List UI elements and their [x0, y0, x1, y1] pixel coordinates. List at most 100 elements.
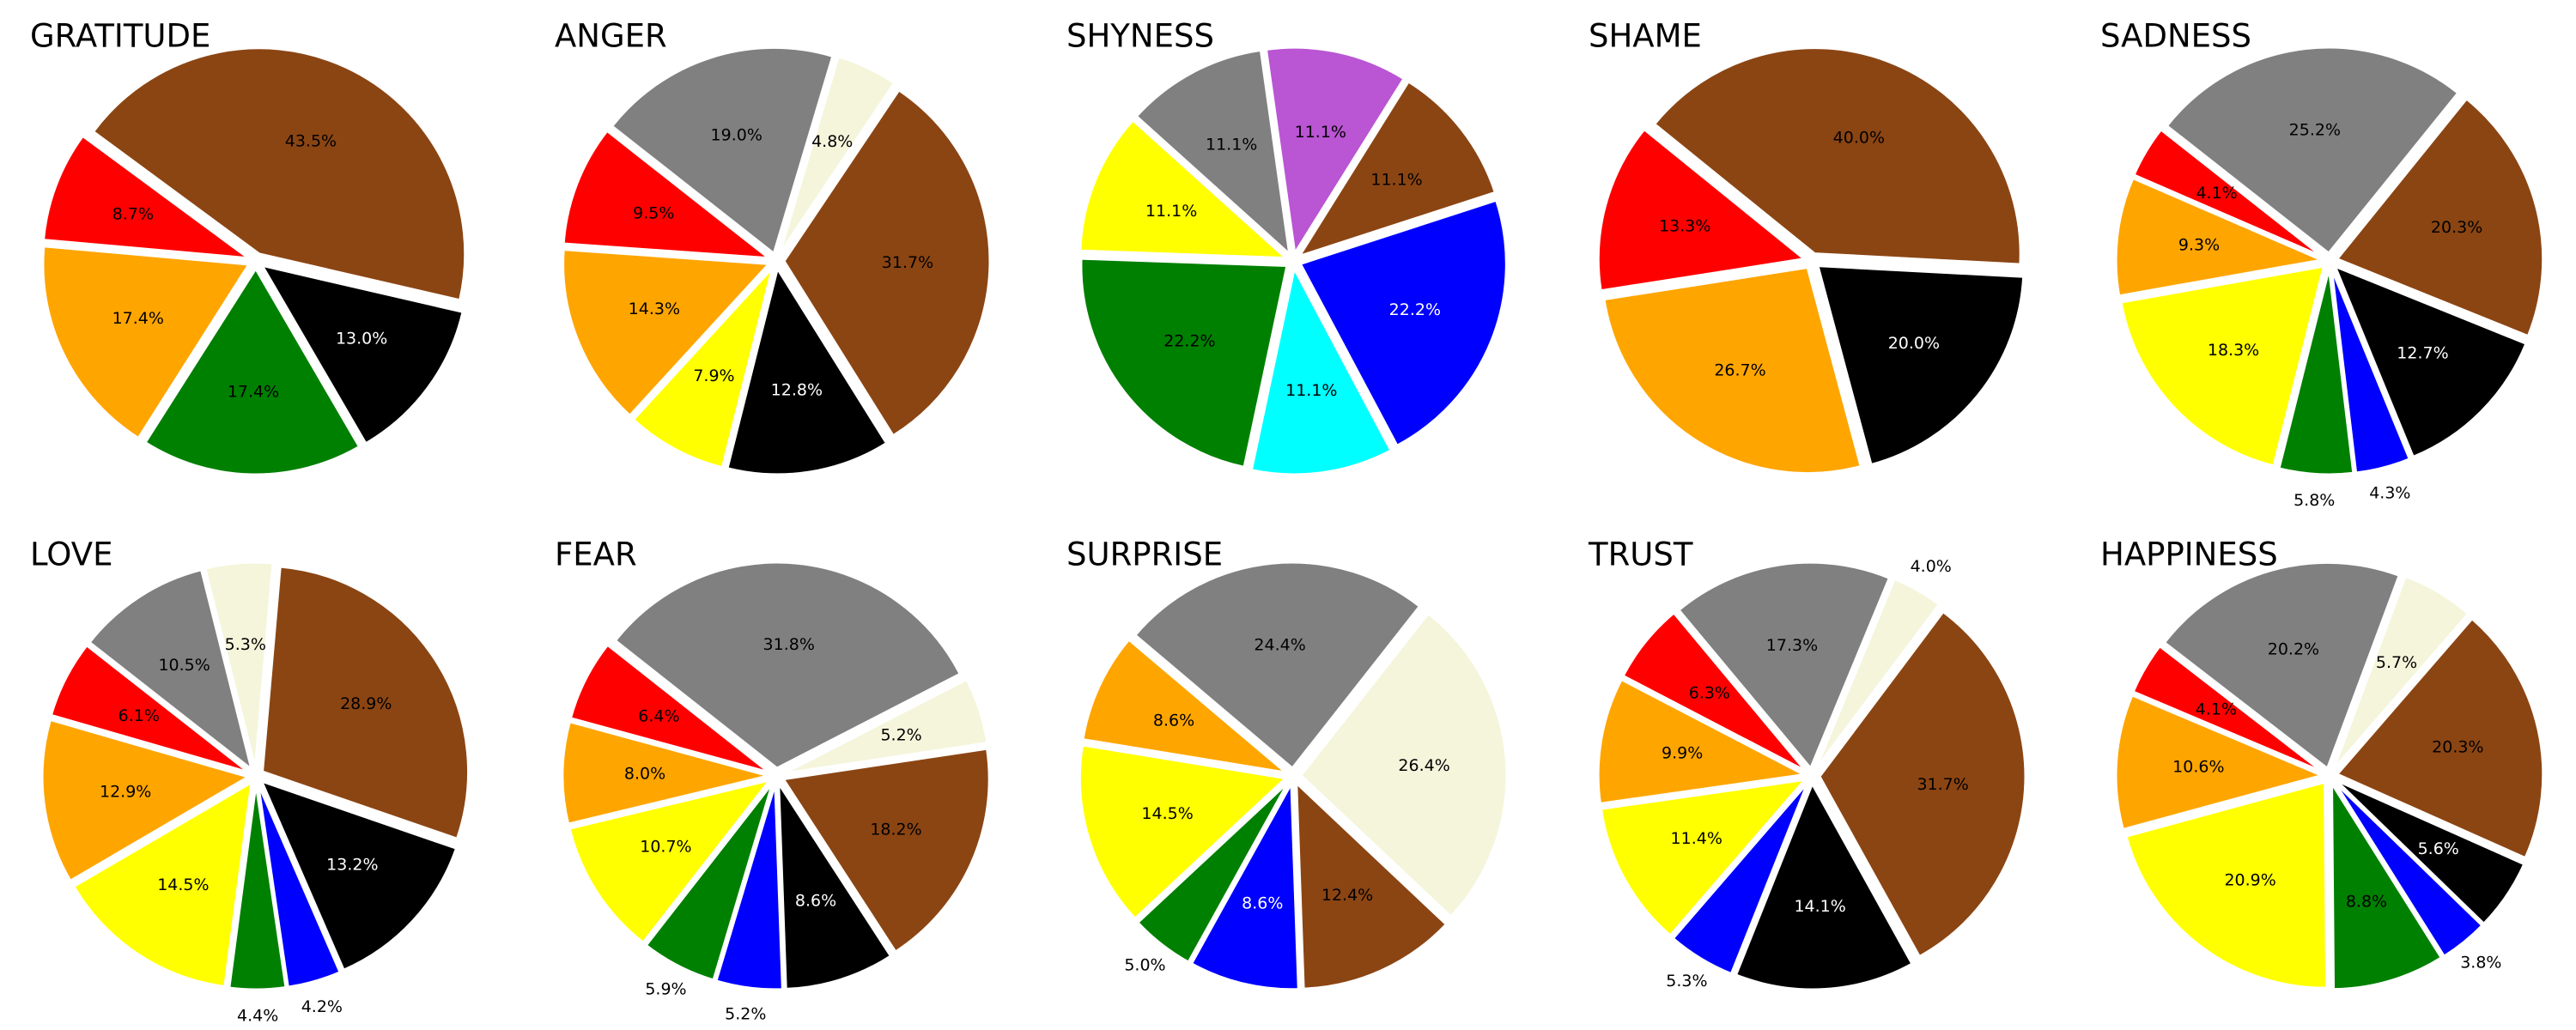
pie-slice: [1135, 780, 1290, 965]
pie-slice: [1264, 45, 1406, 258]
slice-label: 9.9%: [1662, 744, 1703, 763]
chart-title: SHAME: [1589, 18, 1702, 55]
pie-slice: [260, 565, 471, 841]
slice-label: 4.4%: [237, 1007, 278, 1026]
pie-slice: [2332, 574, 2470, 771]
slice-label: 18.2%: [870, 820, 921, 839]
slice-label: 28.9%: [340, 694, 392, 713]
slice-label: 20.9%: [2224, 870, 2275, 889]
pie-slice: [2332, 264, 2528, 459]
pie-slice: [1596, 127, 1807, 293]
chart-title: SADNESS: [2100, 18, 2251, 55]
pie-slice: [2119, 264, 2326, 468]
slice-label: 11.1%: [1370, 170, 1422, 189]
pie-slice: [203, 560, 275, 769]
pie-slice: [88, 567, 254, 773]
pie-slice: [1081, 638, 1291, 775]
pie-slice: [562, 129, 774, 260]
slice-label: 4.2%: [301, 997, 343, 1016]
pie-slice: [781, 747, 991, 954]
slice-label: 4.0%: [1911, 557, 1952, 576]
slice-label: 13.3%: [1659, 217, 1710, 236]
pie-slice: [91, 46, 467, 302]
slice-label: 8.6%: [795, 891, 836, 910]
pie-slice: [1189, 779, 1300, 991]
slice-label: 8.6%: [1242, 894, 1283, 912]
pie-slice: [2330, 779, 2444, 991]
slice-label: 9.5%: [633, 203, 674, 222]
slice-label: 14.1%: [1794, 897, 1845, 916]
pie-slice: [1599, 778, 1808, 937]
pie-chart: SURPRISE 12.4% 26.4% 24.4% 8.6% 14.5% 5.0% 8.6%: [1066, 536, 1509, 991]
pie-slice: [2114, 176, 2327, 298]
slice-label: 11.1%: [1145, 202, 1197, 221]
slice-label: 5.2%: [880, 726, 921, 745]
slice-label: 8.6%: [1153, 711, 1194, 730]
pie-slice: [228, 783, 288, 991]
slice-label: 12.9%: [100, 782, 151, 801]
slice-label: 5.2%: [725, 1004, 766, 1023]
pie-slice: [2335, 96, 2545, 338]
pie-slice: [2162, 560, 2402, 771]
slice-label: 14.5%: [157, 876, 209, 894]
pie-slice: [714, 783, 784, 991]
slice-label: 13.2%: [326, 855, 378, 874]
slice-label: 18.3%: [2208, 341, 2259, 360]
chart-title: GRATITUDE: [30, 18, 210, 55]
pie-slice: [644, 782, 775, 982]
slice-label: 5.6%: [2418, 839, 2459, 858]
pie-chart: FEAR 18.2% 5.2% 31.8% 6.4% 8.0% 10.7% 5.9% 5.2% 8…: [555, 536, 991, 1023]
slice-label: 40.0%: [1833, 129, 1885, 148]
pie-slice: [631, 266, 775, 470]
pie-slice: [2132, 127, 2324, 258]
pie-slice: [1296, 79, 1498, 259]
pie-chart: HAPPINESS 20.3% 5.7% 20.2% 4.1% 10.6% 20.9% 8.8…: [2100, 536, 2545, 991]
slice-label: 12.7%: [2397, 343, 2448, 362]
pie-slice: [1298, 611, 1509, 919]
pie-slice: [561, 719, 769, 826]
pie-slice: [49, 643, 250, 774]
pie-chart: SHYNESS 11.1% 11.1% 11.1% 11.1% 22.2% 11.1% 22.…: [1066, 18, 1508, 476]
slice-label: 14.3%: [629, 300, 680, 318]
pie-chart: LOVE 28.9% 5.3% 10.5% 6.1% 12.9% 14.5% 4.4% 4.2%…: [30, 536, 471, 1026]
slice-label: 5.3%: [1666, 972, 1707, 991]
pie-slice: [562, 247, 772, 418]
slice-label: 4.8%: [811, 132, 853, 151]
slice-label: 11.1%: [1206, 135, 1257, 154]
pie-slice: [1133, 560, 1422, 771]
slice-label: 19.0%: [711, 126, 762, 145]
slice-label: 17.4%: [228, 382, 279, 401]
pie-slice: [1814, 577, 1941, 771]
slice-label: 3.8%: [2460, 953, 2501, 972]
slice-label: 13.0%: [336, 329, 387, 348]
slice-label: 4.1%: [2196, 184, 2237, 203]
pie-slice: [1652, 46, 2022, 266]
slice-label: 6.3%: [1689, 684, 1730, 703]
slice-label: 9.3%: [2178, 236, 2220, 255]
pie-slice: [1078, 743, 1289, 921]
pie-slice: [1295, 779, 1449, 991]
slice-label: 4.3%: [2369, 484, 2410, 503]
slice-label: 11.1%: [1295, 123, 1346, 142]
slice-label: 22.2%: [1389, 300, 1441, 319]
pie-slice: [782, 677, 989, 775]
slice-label: 26.4%: [1398, 756, 1449, 775]
slice-label: 17.3%: [1766, 636, 1818, 655]
pie-slice: [1134, 48, 1291, 258]
pie-slice: [778, 54, 896, 255]
pie-slice: [1621, 610, 1807, 772]
pie-slice: [2335, 779, 2526, 926]
pie-slice: [1249, 264, 1393, 476]
slice-label: 25.2%: [2289, 120, 2341, 139]
slice-label: 12.8%: [771, 381, 823, 400]
pie-slice: [613, 560, 963, 770]
pie-slice: [568, 643, 770, 774]
slice-label: 22.2%: [1163, 332, 1215, 351]
slice-label: 5.0%: [1124, 955, 1165, 974]
slice-label: 10.5%: [158, 656, 210, 675]
pie-slice: [41, 134, 253, 260]
pie-slice: [1079, 257, 1289, 470]
slice-label: 20.3%: [2431, 218, 2482, 237]
